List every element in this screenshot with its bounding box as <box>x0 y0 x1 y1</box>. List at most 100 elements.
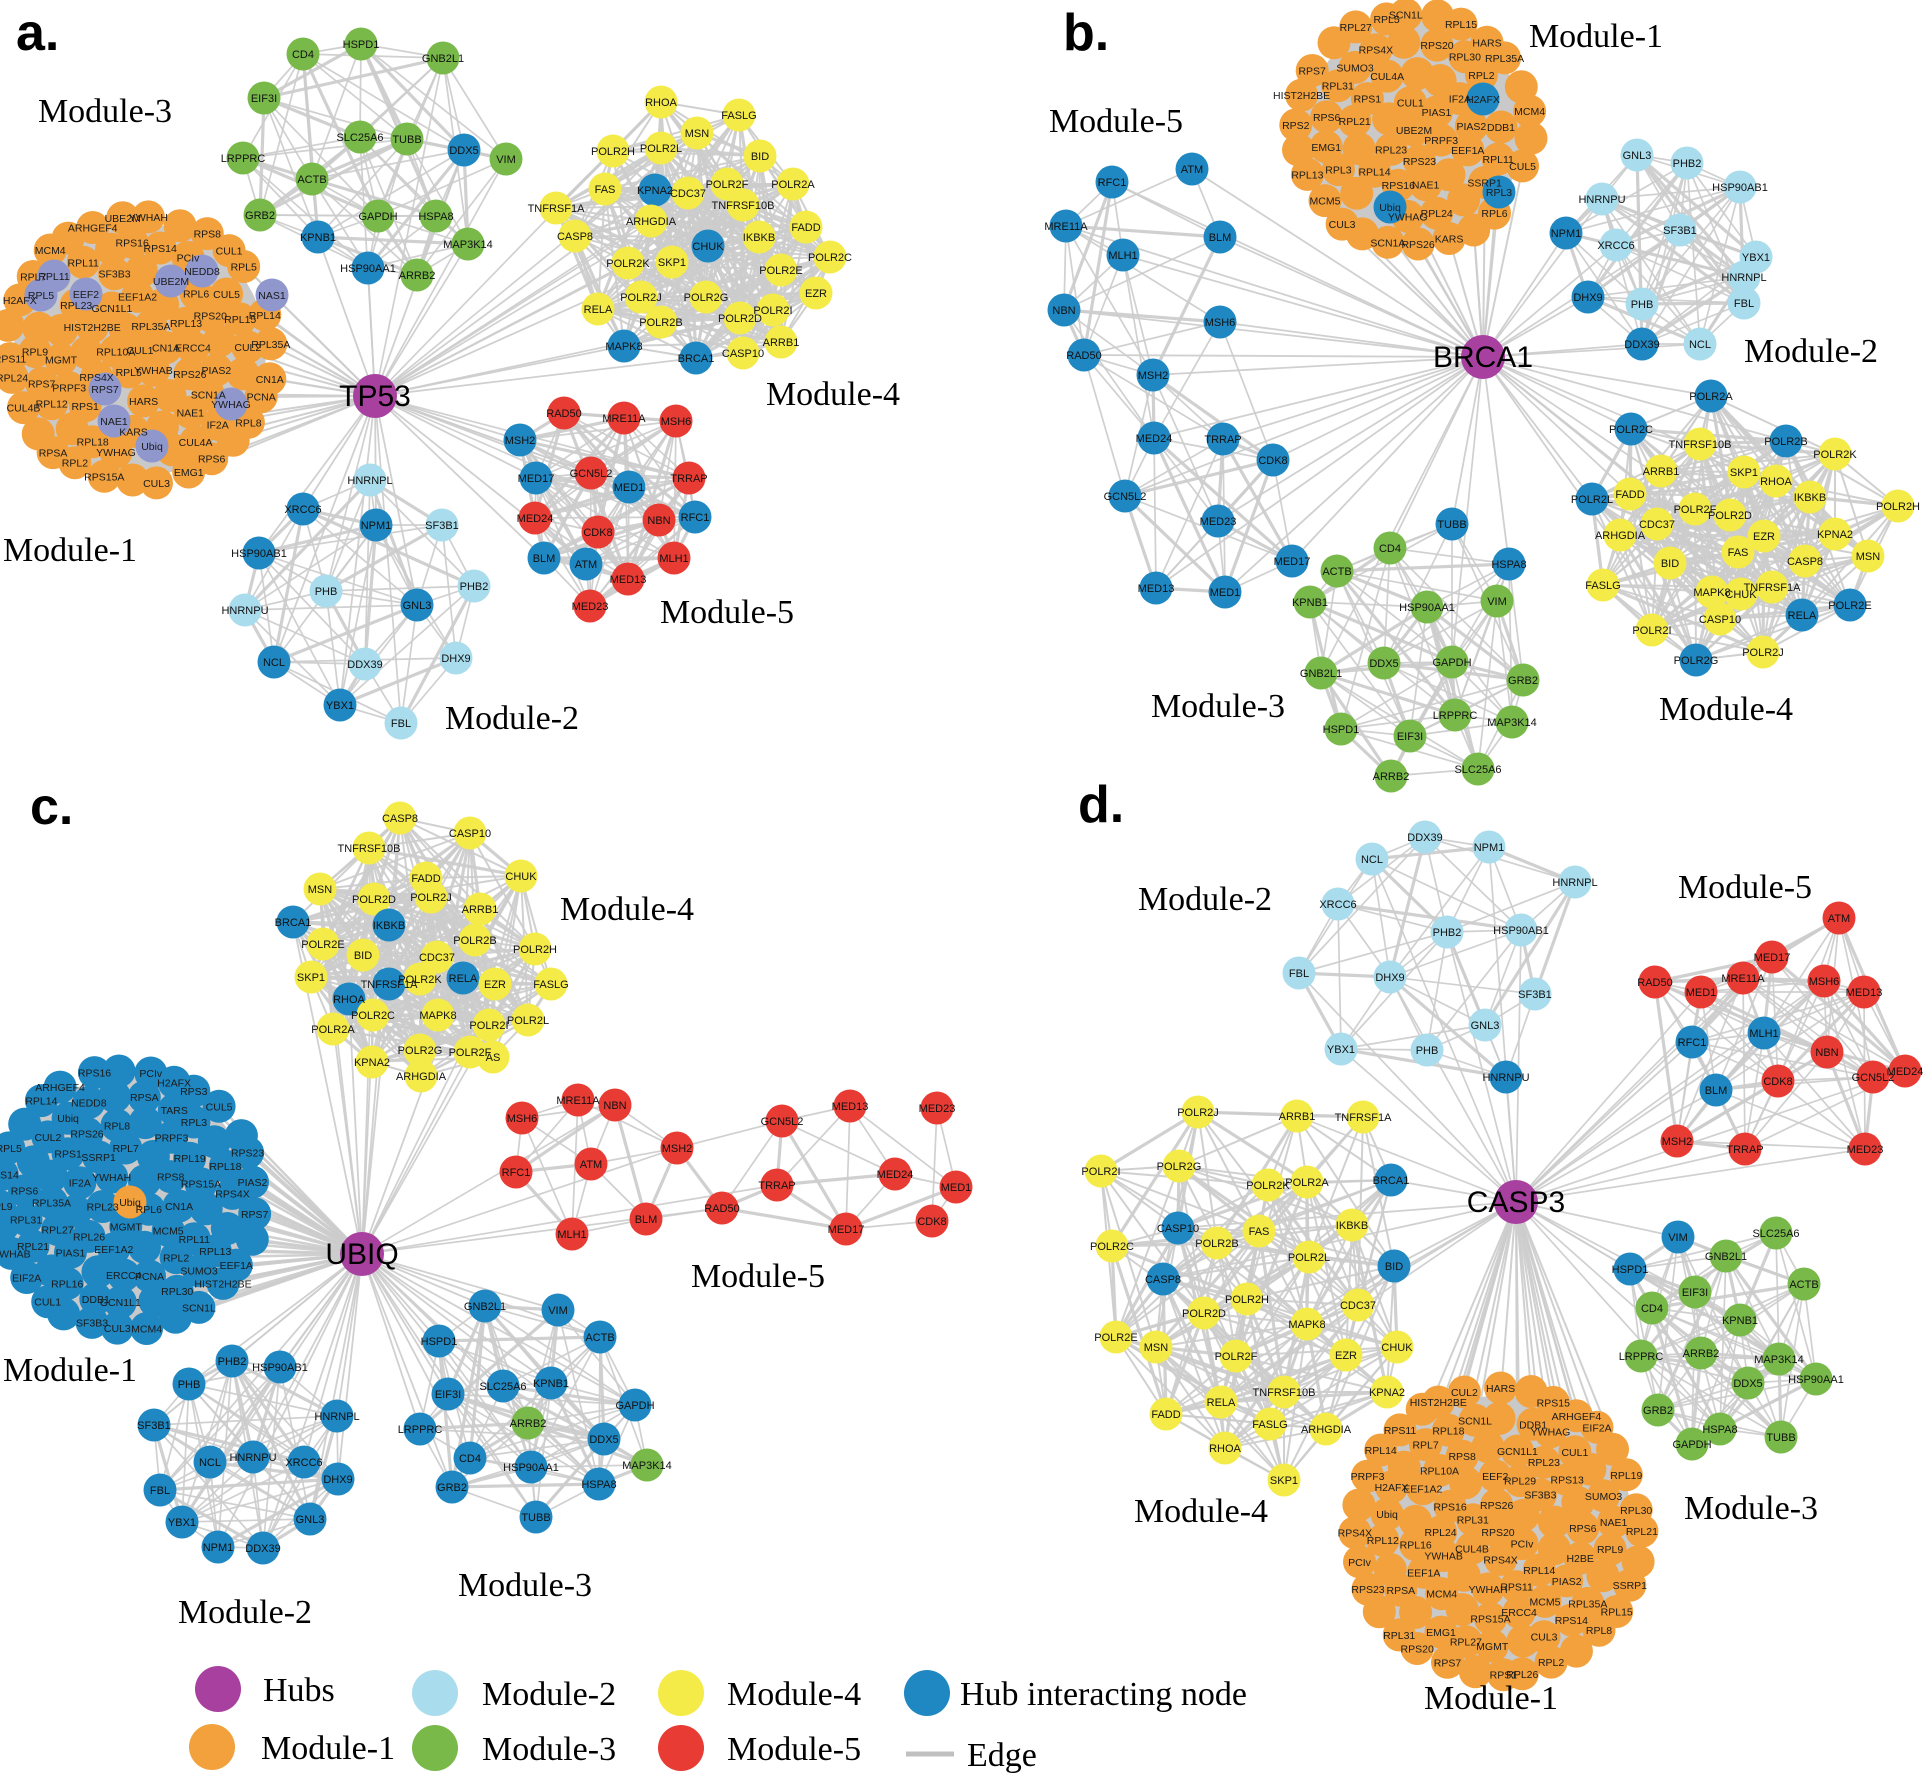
svg-text:HNRNPU: HNRNPU <box>1482 1072 1529 1084</box>
svg-text:EIF3I: EIF3I <box>435 1389 461 1401</box>
svg-text:CUL4A: CUL4A <box>1370 71 1404 83</box>
svg-text:RPS6: RPS6 <box>198 454 226 466</box>
svg-text:RPS15: RPS15 <box>1537 1397 1570 1409</box>
svg-text:RPL21: RPL21 <box>1626 1526 1658 1538</box>
svg-text:Module-2: Module-2 <box>445 700 579 737</box>
svg-text:RPSA: RPSA <box>39 448 68 460</box>
svg-text:RAD50: RAD50 <box>1637 977 1672 989</box>
svg-text:PHB: PHB <box>1416 1045 1439 1057</box>
svg-text:POLR2I: POLR2I <box>1632 625 1671 637</box>
svg-text:RPL18: RPL18 <box>77 437 109 449</box>
svg-text:RPS1: RPS1 <box>1490 1670 1518 1682</box>
svg-text:RPL15: RPL15 <box>1601 1607 1633 1619</box>
svg-text:POLR2C: POLR2C <box>808 252 852 264</box>
svg-text:NAE1: NAE1 <box>1600 1517 1628 1529</box>
svg-text:Hub interacting node: Hub interacting node <box>960 1676 1247 1713</box>
svg-text:RPL2: RPL2 <box>1538 1657 1564 1669</box>
svg-text:GAPDH: GAPDH <box>615 1400 654 1412</box>
svg-text:MCM5: MCM5 <box>1310 196 1341 208</box>
svg-text:RPL27: RPL27 <box>1340 22 1372 34</box>
svg-text:RPS26: RPS26 <box>70 1129 103 1141</box>
svg-text:POLR2F: POLR2F <box>449 1047 492 1059</box>
svg-text:CUL4A: CUL4A <box>179 437 213 449</box>
svg-text:RPL5: RPL5 <box>116 367 142 379</box>
svg-text:Module-3: Module-3 <box>458 1567 592 1604</box>
svg-text:ARRB1: ARRB1 <box>462 904 499 916</box>
svg-text:RPS20: RPS20 <box>1420 40 1453 52</box>
svg-text:RHOA: RHOA <box>645 97 677 109</box>
svg-text:RPSA: RPSA <box>130 1092 159 1104</box>
svg-text:POLR2B: POLR2B <box>639 317 682 329</box>
svg-text:POLR2B: POLR2B <box>453 935 496 947</box>
svg-text:POLR2D: POLR2D <box>1708 510 1752 522</box>
svg-text:YWHAH: YWHAH <box>92 1172 131 1184</box>
svg-text:MSN: MSN <box>685 128 710 140</box>
svg-text:HSP90AB1: HSP90AB1 <box>231 548 287 560</box>
svg-text:HNRNPU: HNRNPU <box>221 605 268 617</box>
svg-text:PHB2: PHB2 <box>460 581 489 593</box>
svg-text:POLR2G: POLR2G <box>1674 655 1719 667</box>
svg-text:MSN: MSN <box>308 884 333 896</box>
svg-text:TARS: TARS <box>161 1105 188 1117</box>
svg-text:PRPF3: PRPF3 <box>155 1132 189 1144</box>
svg-text:CHUK: CHUK <box>692 241 724 253</box>
svg-text:RPL18: RPL18 <box>209 1161 241 1173</box>
svg-text:SKP1: SKP1 <box>1730 467 1758 479</box>
svg-text:POLR2J: POLR2J <box>410 892 452 904</box>
svg-text:RPS13: RPS13 <box>1551 1475 1584 1487</box>
svg-text:HNRNPU: HNRNPU <box>229 1452 276 1464</box>
svg-text:SLC25A6: SLC25A6 <box>336 132 383 144</box>
svg-text:CUL5: CUL5 <box>1509 161 1536 173</box>
svg-text:CDC37: CDC37 <box>419 952 455 964</box>
svg-text:RPL23: RPL23 <box>60 300 92 312</box>
svg-text:VIM: VIM <box>1668 1232 1688 1244</box>
svg-text:ARHGEF4: ARHGEF4 <box>68 223 118 235</box>
svg-text:RPS7: RPS7 <box>1298 66 1326 78</box>
svg-text:YWHAG: YWHAG <box>211 399 251 411</box>
svg-text:CDC37: CDC37 <box>1340 1300 1376 1312</box>
svg-text:EEF1A2: EEF1A2 <box>118 291 157 303</box>
svg-text:RPL26: RPL26 <box>73 1231 105 1243</box>
svg-text:EEF1A: EEF1A <box>1451 145 1484 157</box>
svg-text:RPS15A: RPS15A <box>1470 1614 1510 1626</box>
svg-text:MAPK8: MAPK8 <box>419 1010 456 1022</box>
svg-text:RPL23: RPL23 <box>1375 144 1407 156</box>
svg-text:POLR2L: POLR2L <box>1571 494 1613 506</box>
svg-text:FBL: FBL <box>150 1485 170 1497</box>
svg-text:IF2A: IF2A <box>1449 94 1471 106</box>
svg-text:POLR2I: POLR2I <box>469 1020 508 1032</box>
svg-text:MED24: MED24 <box>517 513 554 525</box>
svg-text:RPL13: RPL13 <box>199 1246 231 1258</box>
svg-text:RPL35A: RPL35A <box>131 321 170 333</box>
svg-text:GCN5L2: GCN5L2 <box>1104 491 1147 503</box>
svg-text:RPL14: RPL14 <box>249 310 281 322</box>
svg-text:DDB1: DDB1 <box>82 1294 110 1306</box>
svg-text:POLR2E: POLR2E <box>1094 1332 1137 1344</box>
svg-text:HIST2H2BE: HIST2H2BE <box>1273 90 1330 102</box>
svg-text:XRCC6: XRCC6 <box>284 504 321 516</box>
svg-text:CDK8: CDK8 <box>583 527 612 539</box>
svg-text:HSPD1: HSPD1 <box>1323 724 1360 736</box>
svg-text:Ubiq: Ubiq <box>1379 202 1401 214</box>
svg-text:MSN: MSN <box>1144 1342 1169 1354</box>
svg-text:MCM4: MCM4 <box>35 245 66 257</box>
svg-text:MLH1: MLH1 <box>557 1229 586 1241</box>
svg-text:RPL35A: RPL35A <box>1485 53 1524 65</box>
svg-text:POLR2E: POLR2E <box>301 939 344 951</box>
svg-text:MSN: MSN <box>1856 551 1881 563</box>
svg-text:EZR: EZR <box>1753 531 1775 543</box>
svg-text:ACTB: ACTB <box>297 174 326 186</box>
svg-text:MAP3K14: MAP3K14 <box>443 239 493 251</box>
svg-text:MED1: MED1 <box>1210 587 1241 599</box>
svg-text:RPL2: RPL2 <box>163 1253 189 1265</box>
svg-text:RPL14: RPL14 <box>1365 1445 1397 1457</box>
svg-text:BLM: BLM <box>1209 232 1232 244</box>
svg-text:RPL24: RPL24 <box>0 372 28 384</box>
svg-text:TRRAP: TRRAP <box>1726 1144 1763 1156</box>
svg-text:NPM1: NPM1 <box>1474 842 1505 854</box>
svg-text:HNRNPU: HNRNPU <box>1578 194 1625 206</box>
svg-text:PIAS2: PIAS2 <box>1457 121 1487 133</box>
svg-text:KPNA2: KPNA2 <box>637 185 673 197</box>
svg-text:DDX39: DDX39 <box>1624 339 1659 351</box>
svg-text:SCN1L: SCN1L <box>182 1302 216 1314</box>
